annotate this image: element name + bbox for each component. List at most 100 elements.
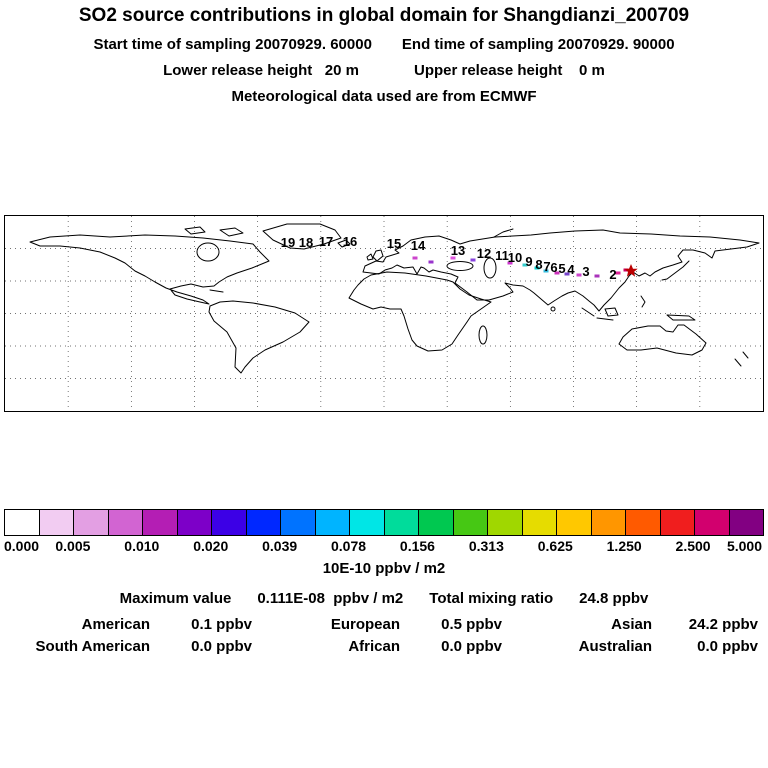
upper-release-text: Upper release height 0 m xyxy=(414,62,605,79)
colorbar-tick: 2.500 xyxy=(675,538,711,554)
colorbar-tick: 5.000 xyxy=(726,538,762,554)
colorbar-cell xyxy=(39,510,74,535)
release-height-line: Lower release height 20 m Upper release … xyxy=(0,62,768,79)
trajectory-hour-label: 2 xyxy=(609,267,616,282)
contribution-cell xyxy=(554,271,560,275)
colorbar-cell xyxy=(5,510,40,535)
colorbar-tick: 0.010 xyxy=(124,538,160,554)
trajectory-hour-label: 13 xyxy=(451,243,465,258)
map-graticule xyxy=(5,216,763,411)
colorbar-cell xyxy=(660,510,695,535)
region-stat-value: 0.0 ppbv xyxy=(191,638,252,655)
contribution-cell xyxy=(428,260,434,264)
region-contributions-table: American 0.1 ppbv European 0.5 ppbv Asian 24.… xyxy=(6,616,762,655)
contribution-cell xyxy=(576,273,582,277)
colorbar-cell xyxy=(522,510,557,535)
sampling-start-text: Start time of sampling 20070929. 60000 xyxy=(93,36,372,53)
colorbar-tick: 0.039 xyxy=(262,538,298,554)
met-source-line: Meteorological data used are from ECMWF xyxy=(231,88,537,105)
colorbar-cell xyxy=(246,510,281,535)
colorbar-cell xyxy=(74,510,109,535)
trajectory-hour-label: 11 xyxy=(495,248,509,263)
trajectory-hour-label: 8 xyxy=(535,257,542,272)
trajectory-hour-label: 16 xyxy=(343,234,357,249)
colorbar-cell xyxy=(591,510,626,535)
contribution-cell xyxy=(534,266,540,270)
contribution-cell xyxy=(412,256,418,260)
colorbar-tick-row: 0.000 0.005 0.010 0.020 0.039 0.078 0.156 0.313… xyxy=(4,538,762,556)
contribution-cell xyxy=(615,271,621,275)
colorbar-cell xyxy=(419,510,454,535)
colorbar-cell xyxy=(488,510,523,535)
region-stat-value: 0.0 ppbv xyxy=(697,638,758,655)
colorbar-tick: 0.000 xyxy=(4,538,40,554)
region-stat-label: American xyxy=(81,616,150,633)
colorbar-tick: 0.020 xyxy=(193,538,229,554)
region-stat-label: Asian xyxy=(611,616,652,633)
colorbar-cell xyxy=(695,510,730,535)
trajectory-hour-label: 6 xyxy=(550,260,557,275)
max-value: 0.111E-08 ppbv / m2 xyxy=(257,590,404,607)
region-stat-value: 0.5 ppbv xyxy=(441,616,502,633)
coastlines xyxy=(29,223,760,374)
colorbar xyxy=(4,509,764,536)
colorbar-cell xyxy=(557,510,592,535)
trajectory-hour-label: 9 xyxy=(525,254,532,269)
colorbar-tick: 0.156 xyxy=(399,538,435,554)
colorbar-tick: 0.313 xyxy=(468,538,504,554)
colorbar-tick: 0.625 xyxy=(537,538,573,554)
contribution-cell xyxy=(543,269,549,273)
trajectory-hour-label: 10 xyxy=(508,250,522,265)
region-stat-value: 0.1 ppbv xyxy=(191,616,252,633)
colorbar-cell xyxy=(729,510,763,535)
trajectory-hour-label: 14 xyxy=(411,238,426,253)
colorbar-cell xyxy=(626,510,661,535)
contribution-cell xyxy=(522,263,528,267)
colorbar-tick: 0.005 xyxy=(55,538,91,554)
receptor-star-icon xyxy=(624,264,638,277)
trajectory-hour-label: 3 xyxy=(582,264,589,279)
summary-line: Maximum value 0.111E-08 ppbv / m2 Total … xyxy=(0,590,768,607)
colorbar-tick: 0.078 xyxy=(331,538,367,554)
region-stat-value: 0.0 ppbv xyxy=(441,638,502,655)
contribution-cell xyxy=(470,258,476,262)
colorbar-cell xyxy=(143,510,178,535)
contribution-cell xyxy=(594,274,600,278)
region-stat-label: European xyxy=(330,616,400,633)
colorbar-cell xyxy=(453,510,488,535)
region-stat-label: African xyxy=(348,638,400,655)
sampling-end-text: End time of sampling 20070929. 90000 xyxy=(401,36,675,53)
total-mixing-ratio-label: Total mixing ratio xyxy=(429,590,554,607)
region-stat-label: Australian xyxy=(578,638,652,655)
trajectory-hour-label: 17 xyxy=(319,234,333,249)
colorbar-cell xyxy=(281,510,316,535)
trajectory-hour-label: 4 xyxy=(567,262,575,277)
colorbar-cell xyxy=(384,510,419,535)
page-title: SO2 source contributions in global domai… xyxy=(78,5,690,26)
max-value-label: Maximum value xyxy=(119,590,232,607)
contribution-cell xyxy=(564,272,570,276)
trajectory-hour-label: 15 xyxy=(387,236,401,251)
colorbar-cell xyxy=(315,510,350,535)
world-map-panel: 19 18 17 16 15 14 13 12 11 10 9 8 7 6 5 4 3 2 xyxy=(4,215,764,412)
lower-release-text: Lower release height 20 m xyxy=(163,62,359,79)
contribution-cell xyxy=(507,261,513,265)
trajectory-hour-label: 18 xyxy=(299,235,313,250)
colorbar-cell xyxy=(350,510,385,535)
trajectory-hour-label: 5 xyxy=(558,261,565,276)
receptor-star xyxy=(624,264,638,277)
colorbar-cell xyxy=(212,510,247,535)
trajectory-hour-label: 12 xyxy=(477,246,491,261)
colorbar-cell xyxy=(177,510,212,535)
total-mixing-ratio-value: 24.8 ppbv xyxy=(579,590,649,607)
colorbar-cell xyxy=(108,510,143,535)
colorbar-units-label: 10E-10 ppbv / m2 xyxy=(322,560,446,577)
region-stat-label: South American xyxy=(35,638,150,655)
trajectory-hour-label: 7 xyxy=(543,259,550,274)
sampling-time-line: Start time of sampling 20070929. 60000 E… xyxy=(0,36,768,53)
colorbar-tick: 1.250 xyxy=(606,538,642,554)
contribution-cell xyxy=(450,256,456,260)
